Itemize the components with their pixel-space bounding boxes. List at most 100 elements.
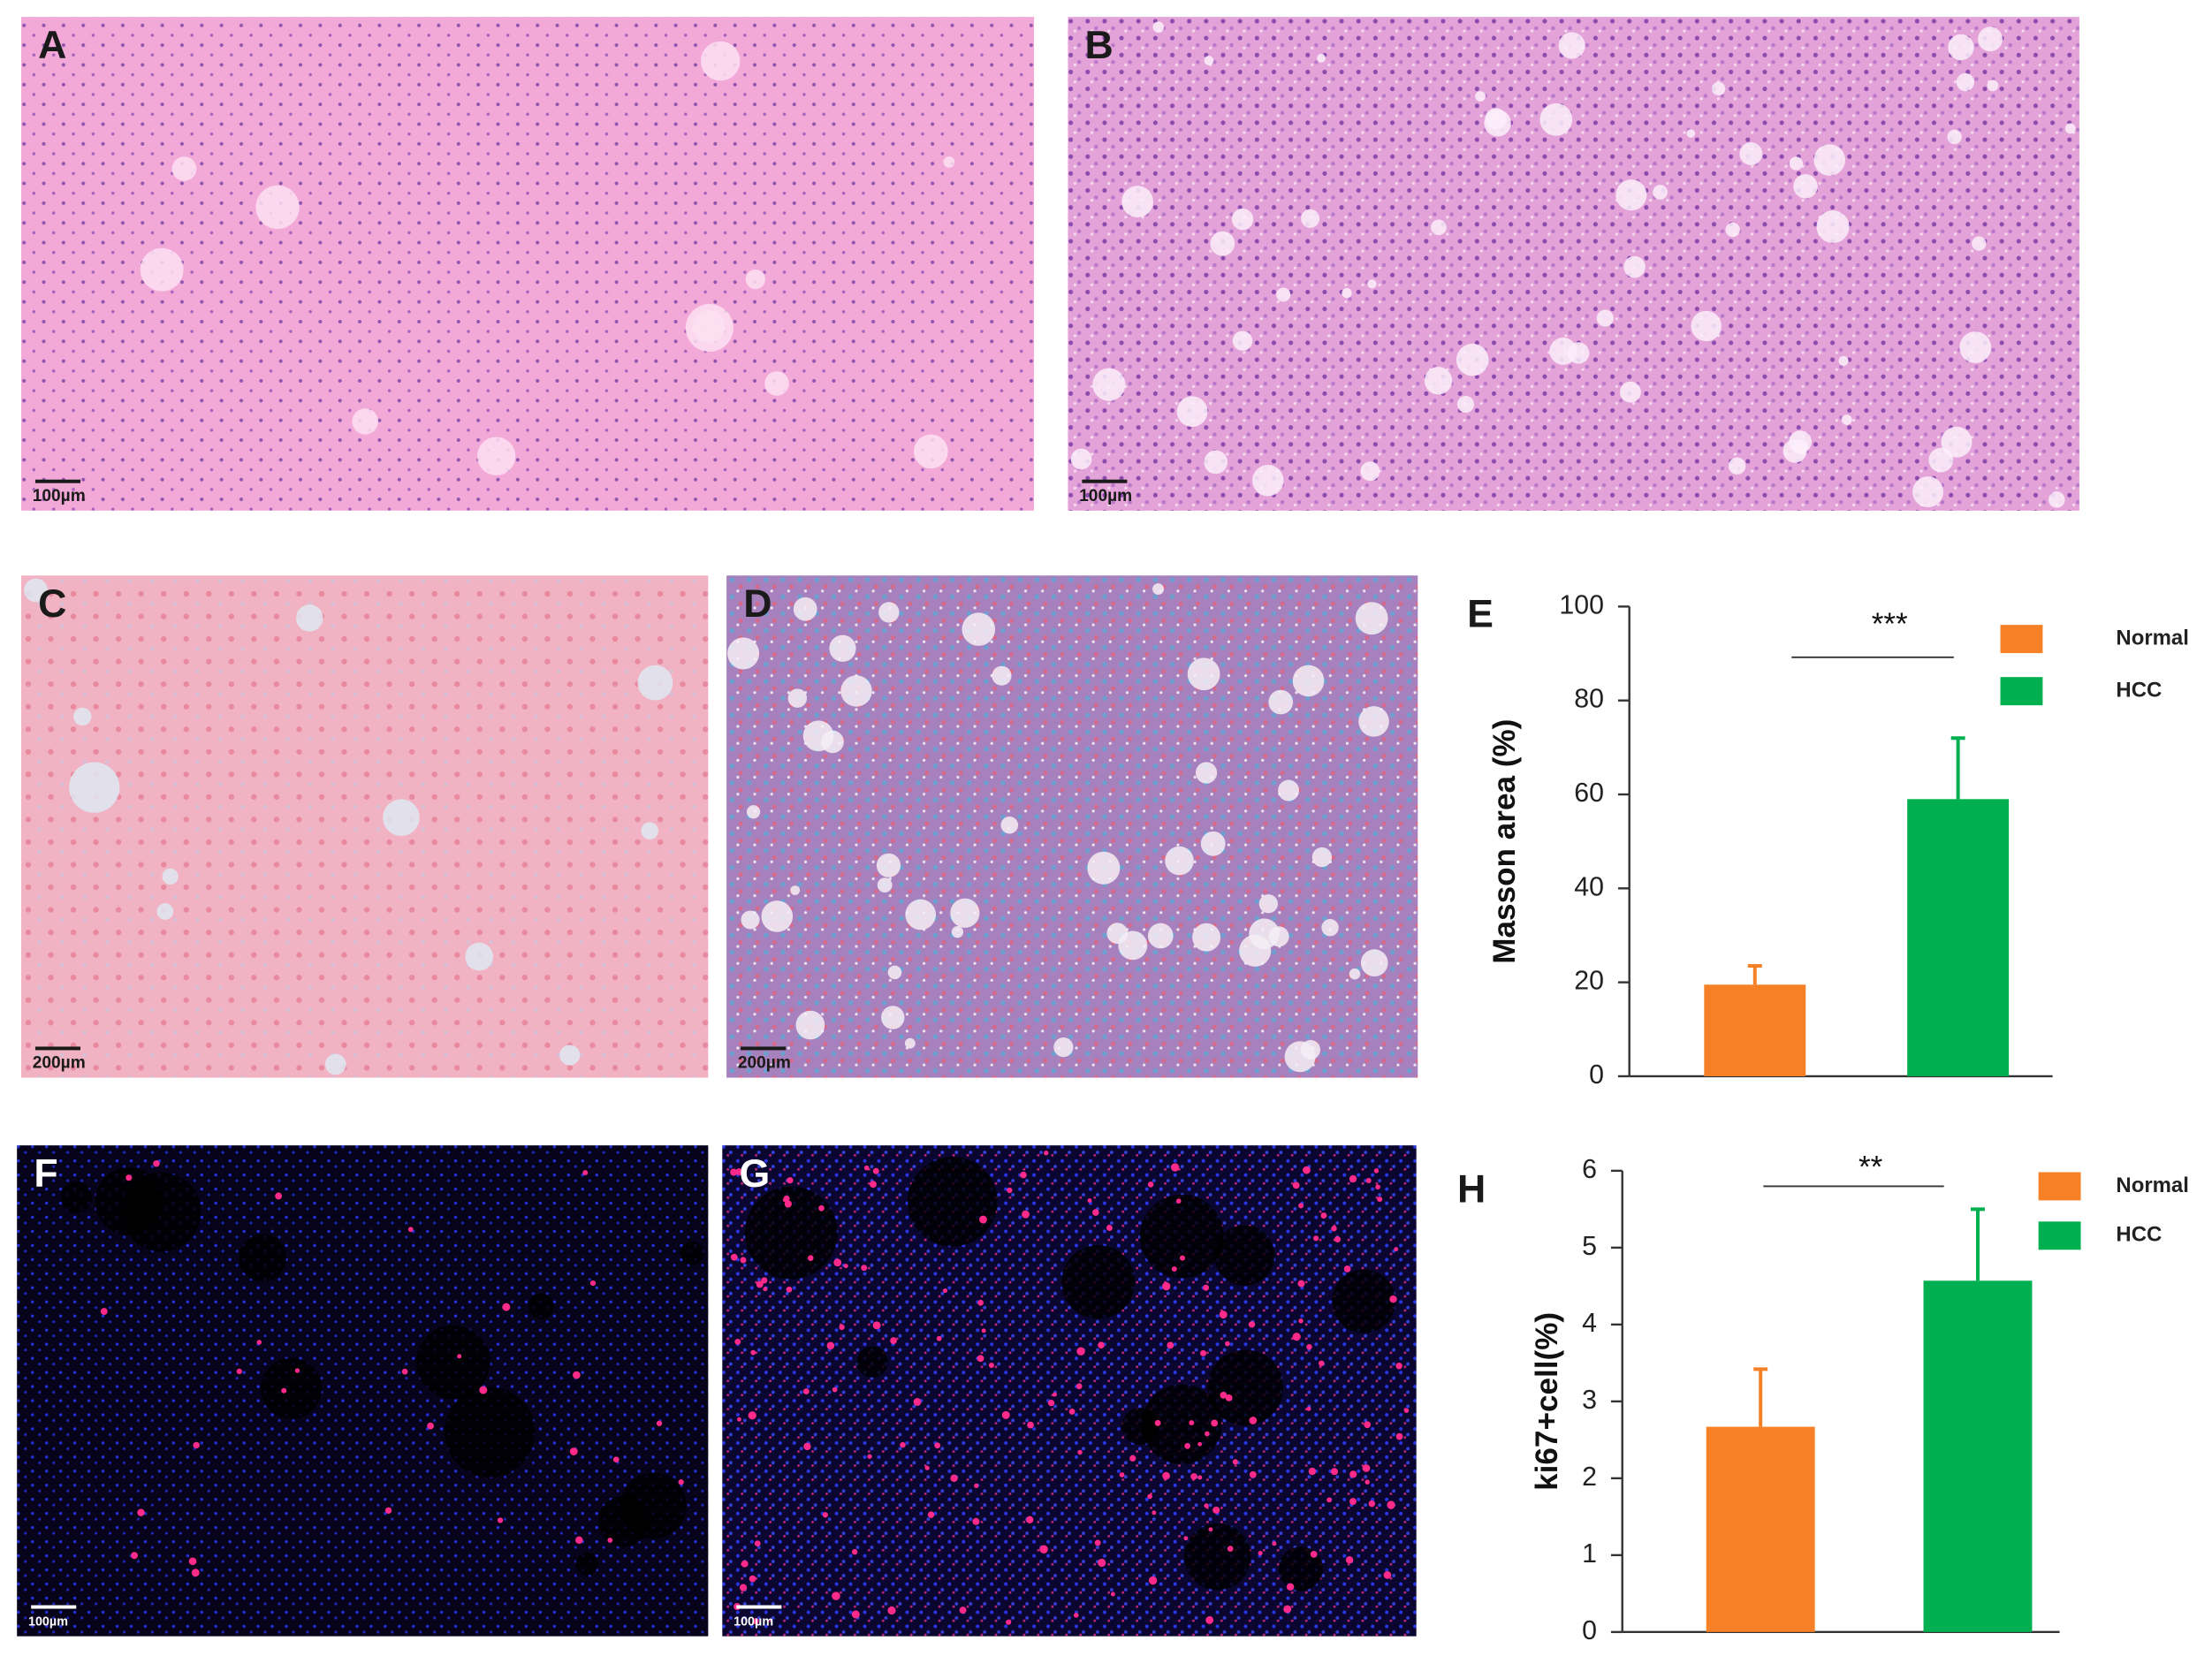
stained-cell [981, 1328, 986, 1333]
y-axis-label: ki67+cell(%) [1530, 1312, 1564, 1491]
tissue-blob [1278, 779, 1300, 801]
stained-cell [822, 1512, 829, 1518]
stained-cell [784, 1200, 792, 1208]
stained-cell [1007, 1187, 1013, 1194]
tissue-blob [787, 688, 808, 708]
stained-cell [153, 1159, 160, 1167]
tissue-blob [255, 185, 300, 230]
tissue-blob [761, 900, 794, 932]
tissue-blob [476, 437, 516, 475]
stained-cell [1154, 1419, 1161, 1426]
scale-bar-label: 100µm [734, 1614, 773, 1629]
stained-cell [1147, 1493, 1152, 1500]
stained-cell [1272, 1541, 1277, 1546]
y-tick-label: 0 [1582, 1616, 1597, 1645]
stained-cell [839, 1324, 845, 1331]
stained-cell [575, 1536, 583, 1545]
stained-cell [1106, 1225, 1113, 1231]
stained-cell [934, 1442, 941, 1449]
stained-cell [1152, 1510, 1157, 1515]
stained-cell [1227, 1546, 1234, 1552]
tissue-blob [943, 156, 955, 168]
stained-cell [974, 1483, 979, 1488]
stained-cell [125, 1174, 133, 1181]
stained-cell [1077, 1449, 1083, 1455]
tissue-blob [140, 247, 184, 292]
stained-cell [900, 1441, 906, 1448]
tissue-blob [1615, 179, 1647, 211]
stained-cell [100, 1308, 108, 1315]
tissue-blob [1349, 968, 1361, 980]
tissue-blob [95, 1167, 163, 1235]
stained-cell [924, 1465, 930, 1470]
stained-cell [1389, 1295, 1397, 1303]
tissue-blob [1620, 381, 1641, 403]
stained-cell [427, 1422, 435, 1430]
stained-cell [1197, 1441, 1203, 1447]
stained-cell [1365, 1178, 1372, 1183]
tissue-blob [1783, 438, 1807, 463]
tissue-blob [1142, 1384, 1222, 1465]
stained-cell [1349, 1498, 1357, 1506]
stained-cell [1364, 1421, 1372, 1429]
stained-cell [1320, 1212, 1327, 1219]
legend-swatch [2000, 677, 2043, 706]
stained-cell [1387, 1500, 1395, 1509]
tissue-blob [1000, 816, 1019, 834]
scale-bar [1082, 479, 1128, 483]
y-tick-label: 20 [1574, 967, 1604, 996]
legend-label: Normal [2116, 1174, 2188, 1197]
stained-cell [872, 1321, 881, 1330]
tissue-blob [1484, 110, 1511, 137]
tissue-blob [1252, 465, 1284, 497]
panel-label: G [739, 1152, 770, 1196]
stained-cell [1308, 1467, 1317, 1476]
tissue-blob [1739, 142, 1763, 165]
stained-cell [763, 1287, 768, 1292]
bar [1923, 1280, 2033, 1632]
legend-label: HCC [2116, 1223, 2162, 1247]
legend-swatch [2038, 1221, 2081, 1250]
tissue-blob [73, 707, 92, 726]
stained-cell [739, 1584, 748, 1591]
y-tick-label: 4 [1582, 1309, 1597, 1338]
tissue-blob [1475, 91, 1486, 102]
tissue-blob [1816, 210, 1850, 244]
stained-cell [741, 1560, 749, 1568]
stained-cell [787, 1177, 794, 1184]
y-tick-label: 60 [1574, 779, 1604, 808]
tissue-blob [1121, 186, 1153, 217]
scale-bar [736, 1605, 782, 1609]
stained-cell [1110, 1591, 1115, 1597]
stained-cell [1119, 1472, 1125, 1477]
tissue-blob [1214, 1225, 1275, 1286]
tissue-blob [598, 1495, 650, 1547]
stained-cell [752, 1618, 759, 1625]
tissue-blob [1456, 343, 1489, 376]
tissue-blob [69, 762, 120, 813]
stained-cell [826, 1341, 835, 1350]
stained-cell [1092, 1209, 1099, 1216]
stained-cell [927, 1511, 935, 1518]
stained-cell [569, 1447, 578, 1455]
tissue-blob [1204, 450, 1228, 475]
tissue-blob [156, 903, 174, 920]
tissue-blob [887, 965, 902, 980]
tissue-blob [1292, 665, 1325, 697]
stained-cell [750, 1349, 756, 1356]
tissue-blob [1948, 34, 1974, 61]
stained-cell [1286, 1583, 1295, 1591]
tissue-blob [1301, 209, 1320, 228]
stained-cell [1204, 1503, 1209, 1508]
tissue-blob [1192, 923, 1221, 952]
tissue-blob [1456, 395, 1475, 414]
tissue-blob [1539, 103, 1573, 136]
tissue-blob [1928, 447, 1954, 473]
stained-cell [950, 1474, 958, 1482]
significance-label: *** [1872, 607, 1908, 642]
tissue-blob [1623, 255, 1646, 278]
y-tick-label: 40 [1574, 872, 1604, 901]
stained-cell [1326, 1497, 1332, 1503]
stained-cell [678, 1479, 684, 1485]
scale-bar-label: 100µm [1079, 487, 1132, 505]
